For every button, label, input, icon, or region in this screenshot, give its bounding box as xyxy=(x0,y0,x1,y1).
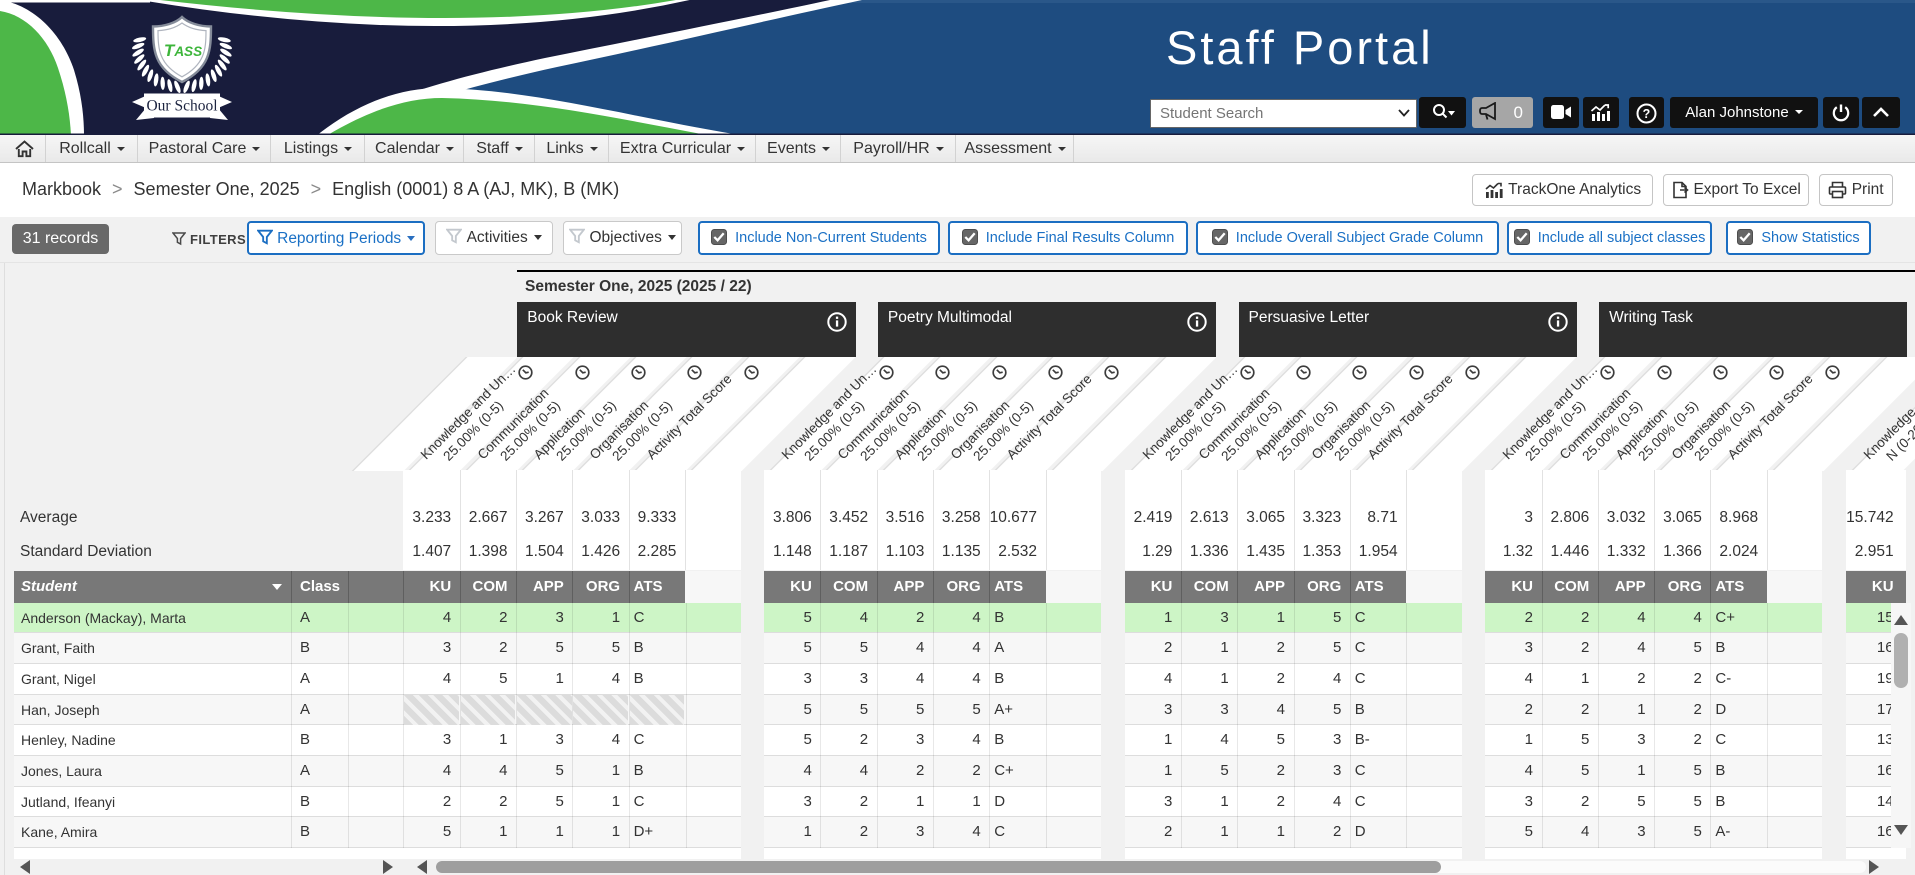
svg-text:Our School: Our School xyxy=(146,98,217,115)
svg-text:?: ? xyxy=(1643,107,1651,121)
svg-text:TASS: TASS xyxy=(164,41,202,60)
